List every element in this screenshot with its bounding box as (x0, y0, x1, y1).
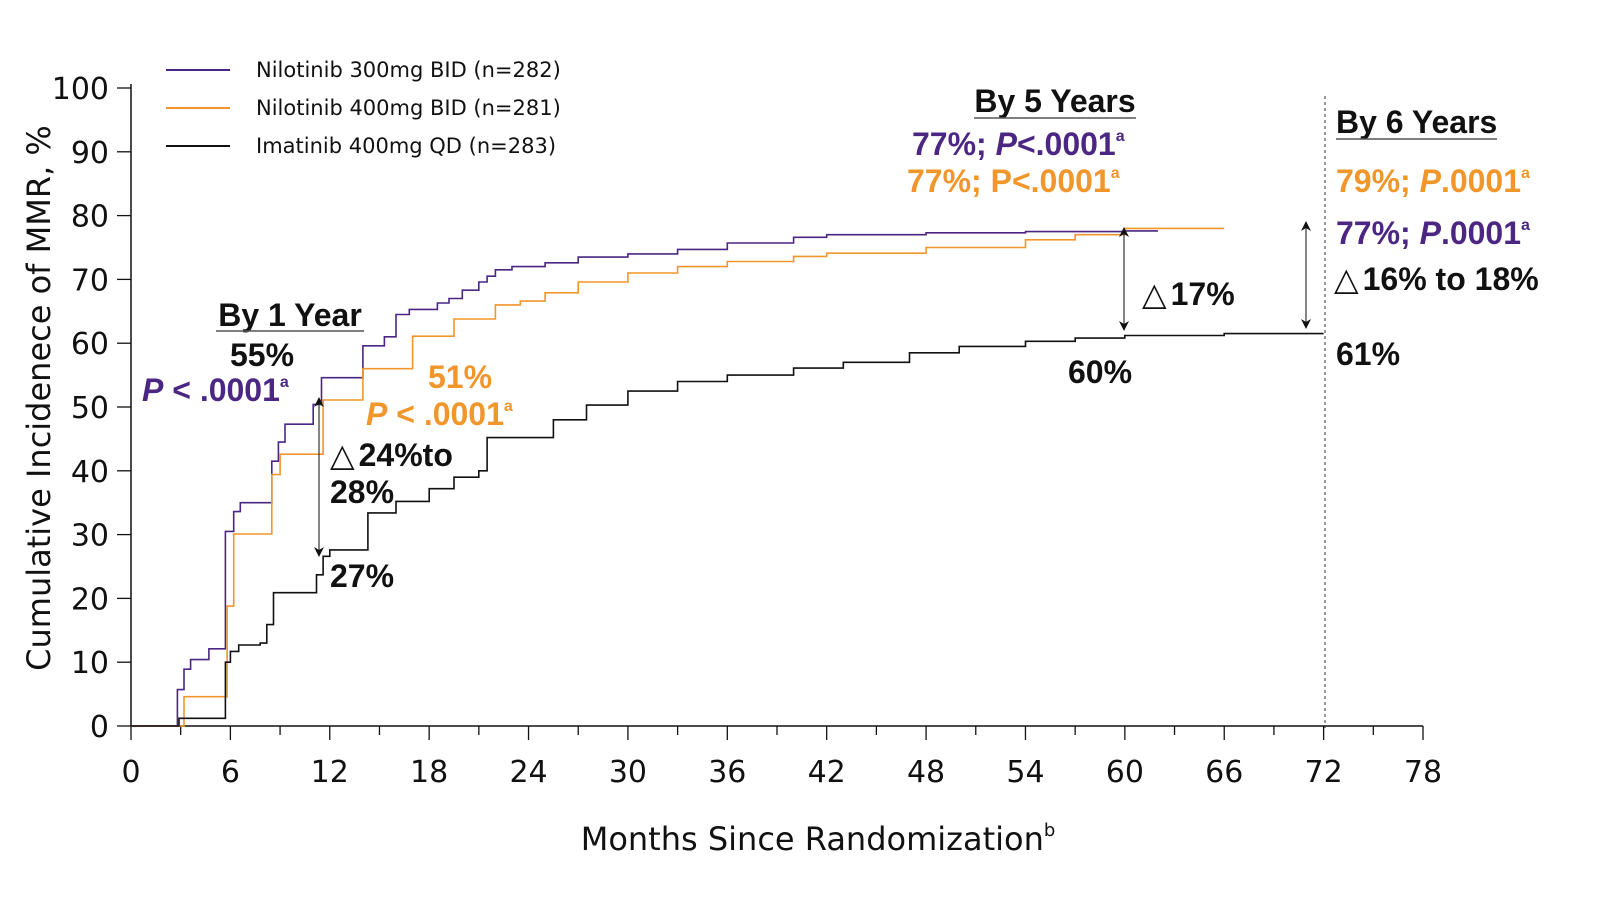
by-6-years-nilotinib-400: 79%; P.0001a (1336, 163, 1530, 199)
y-tick-label: 30 (71, 519, 109, 554)
y-tick-label: 70 (71, 263, 109, 298)
y-tick-label: 90 (71, 136, 109, 171)
by-5-years-imatinib-pct: 60% (1068, 354, 1132, 390)
by-1-year-nilotinib-400-pct: 51% (428, 359, 492, 395)
by-5-years-delta: △ 17% (1142, 275, 1235, 313)
y-tick-label: 40 (71, 455, 109, 490)
by-5-years-title: By 5 Years (974, 83, 1135, 119)
x-tick-label: 42 (808, 755, 846, 790)
series-line-nilotinib-400 (131, 227, 1225, 727)
series-line-imatinib (131, 332, 1324, 727)
by-1-year-delta: △ 24%to (330, 436, 453, 474)
x-tick-label: 78 (1404, 755, 1442, 790)
by-6-years-delta: △ 16% to 18% (1334, 260, 1539, 298)
tick-labels: 0 6 12 18 24 30 36 42 48 54 60 66 72 78 0 10 20 30 40 50 60 7… (52, 72, 1442, 790)
by-1-year-imatinib-pct: 27% (330, 558, 394, 594)
by-6-years-imatinib-pct: 61% (1336, 336, 1400, 372)
y-tick-label: 0 (90, 710, 109, 745)
x-tick-label: 30 (609, 755, 647, 790)
y-tick-label: 60 (71, 327, 109, 362)
x-tick-label: 18 (410, 755, 448, 790)
axes (117, 84, 1424, 740)
x-tick-label: 72 (1305, 755, 1343, 790)
by-6-years-nilotinib-300: 77%; P.0001a (1336, 215, 1530, 251)
series-line-nilotinib-300 (131, 230, 1158, 727)
legend-label-nilotinib-400: Nilotinib 400mg BID (n=281) (256, 96, 561, 120)
x-axis-label: Months Since Randomizationb (581, 820, 1056, 858)
x-tick-label: 36 (708, 755, 746, 790)
by-5-years-nilotinib-400: 77%; P<.0001a (907, 163, 1120, 199)
by-1-year-nilotinib-300-pct: 55% (230, 337, 294, 373)
x-tick-label: 66 (1205, 755, 1243, 790)
y-tick-label: 100 (52, 72, 109, 107)
by-1-year-nilotinib-300-p: P < .0001a (142, 372, 289, 408)
by-1-year-delta-line2: 28% (330, 474, 394, 510)
legend-label-imatinib: Imatinib 400mg QD (n=283) (256, 134, 556, 158)
y-axis-label: Cumulative Incidenece of MMR, % (20, 125, 58, 671)
legend-label-nilotinib-300: Nilotinib 300mg BID (n=282) (256, 58, 561, 82)
x-tick-label: 48 (907, 755, 945, 790)
y-tick-label: 10 (71, 646, 109, 681)
x-tick-label: 0 (121, 755, 140, 790)
x-tick-label: 6 (221, 755, 240, 790)
x-tick-label: 24 (509, 755, 547, 790)
x-tick-label: 54 (1006, 755, 1044, 790)
legend: Nilotinib 300mg BID (n=282) Nilotinib 40… (166, 58, 561, 158)
by-1-year-nilotinib-400-p: P < .0001a (366, 396, 513, 432)
by-6-years-title: By 6 Years (1336, 104, 1497, 140)
y-tick-label: 80 (71, 200, 109, 235)
x-tick-label: 12 (311, 755, 349, 790)
by-5-years-nilotinib-300: 77%; P<.0001a (912, 126, 1125, 162)
y-tick-label: 50 (71, 391, 109, 426)
y-tick-label: 20 (71, 582, 109, 617)
by-1-year-title: By 1 Year (218, 297, 362, 333)
x-tick-label: 60 (1106, 755, 1144, 790)
